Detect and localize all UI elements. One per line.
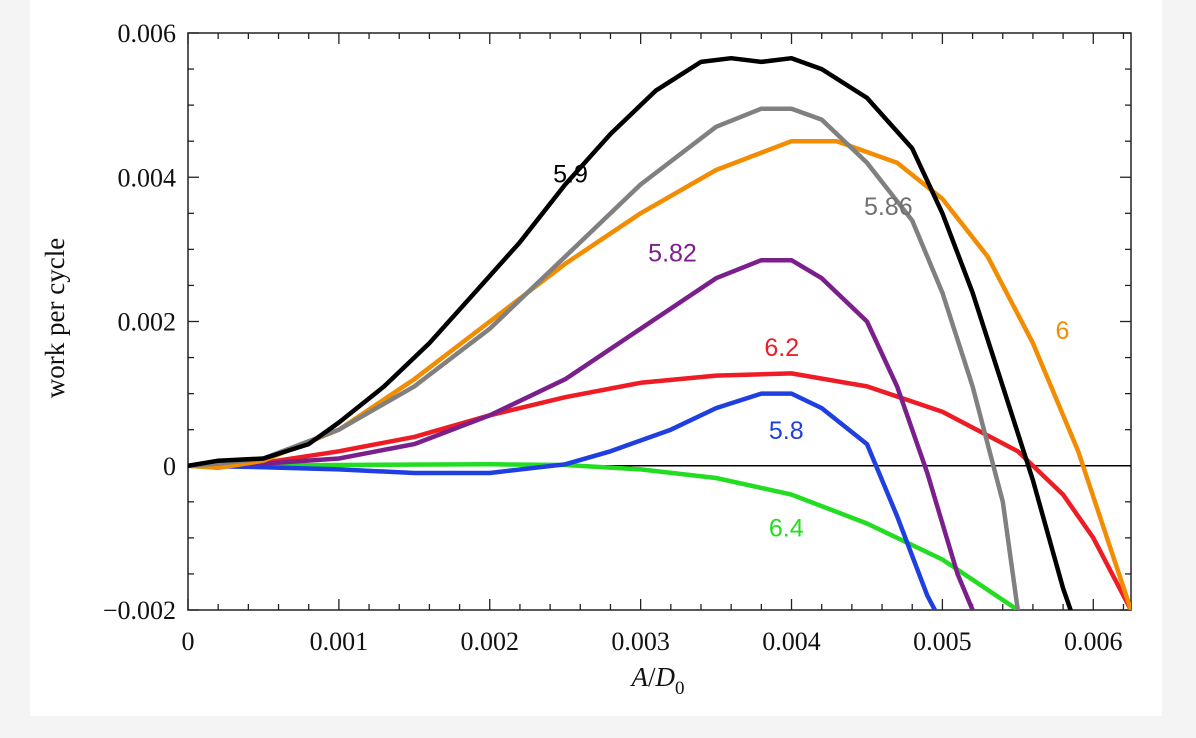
x-axis-title: A/D0 [629,662,684,699]
work-per-cycle-chart: 0 0.001 0.002 0.003 0.004 0.005 0.006−0.00200.… [40,19,1132,699]
y-tick-label: −0.002 [103,596,176,625]
curve-label-6: 6 [1056,317,1070,345]
x-axis-title-a: A [629,662,648,692]
curve-annotations: 5.9 5.86 6 5.82 6.2 5.8 6.4 [553,160,1069,542]
curve-5-82 [188,257,975,610]
curve-label-6-4: 6.4 [769,514,804,542]
x-axis-title-d: D [655,662,676,692]
curve-5-9 [188,55,1073,610]
chart-container: 0 0.001 0.002 0.003 0.004 0.005 0.006 −0.002 0 0.… [30,0,1162,716]
x-tick-label: 0.002 [461,627,520,656]
x-tick-label: 0.003 [611,627,670,656]
plot-frame [187,32,1132,611]
x-axis-title-slash: / [648,662,656,692]
curve-label-6-2: 6.2 [764,334,799,362]
curve-label-5-9: 5.9 [553,160,588,188]
curve-5-8 [188,391,938,610]
x-tick-label: 0.005 [913,627,972,656]
y-tick-label: 0 [163,452,176,481]
curve-6 [188,138,1131,610]
y-tick-label: 0.002 [118,308,177,337]
x-axis-title-subscript: 0 [675,678,685,699]
x-tick-label: 0.006 [1064,627,1123,656]
axis-ticks [187,32,1131,611]
curve-6-4 [188,462,1021,610]
tick-labels: 0 0.001 0.002 0.003 0.004 0.005 0.006−0.00200.… [103,19,1123,656]
x-tick-label: 0 [182,627,195,656]
y-axis-title: work per cycle [40,238,70,398]
curves [188,55,1131,610]
curve-label-5-86: 5.86 [864,193,913,221]
y-tick-label: 0.004 [118,163,177,192]
curve-label-5-82: 5.82 [648,240,697,268]
x-tick-label: 0.004 [762,627,821,656]
x-tick-label: 0.001 [310,627,369,656]
y-tick-label: 0.006 [118,19,177,48]
curve-6-2 [188,371,1131,610]
curve-5-86 [188,106,1021,610]
curve-label-5-8: 5.8 [769,417,804,445]
